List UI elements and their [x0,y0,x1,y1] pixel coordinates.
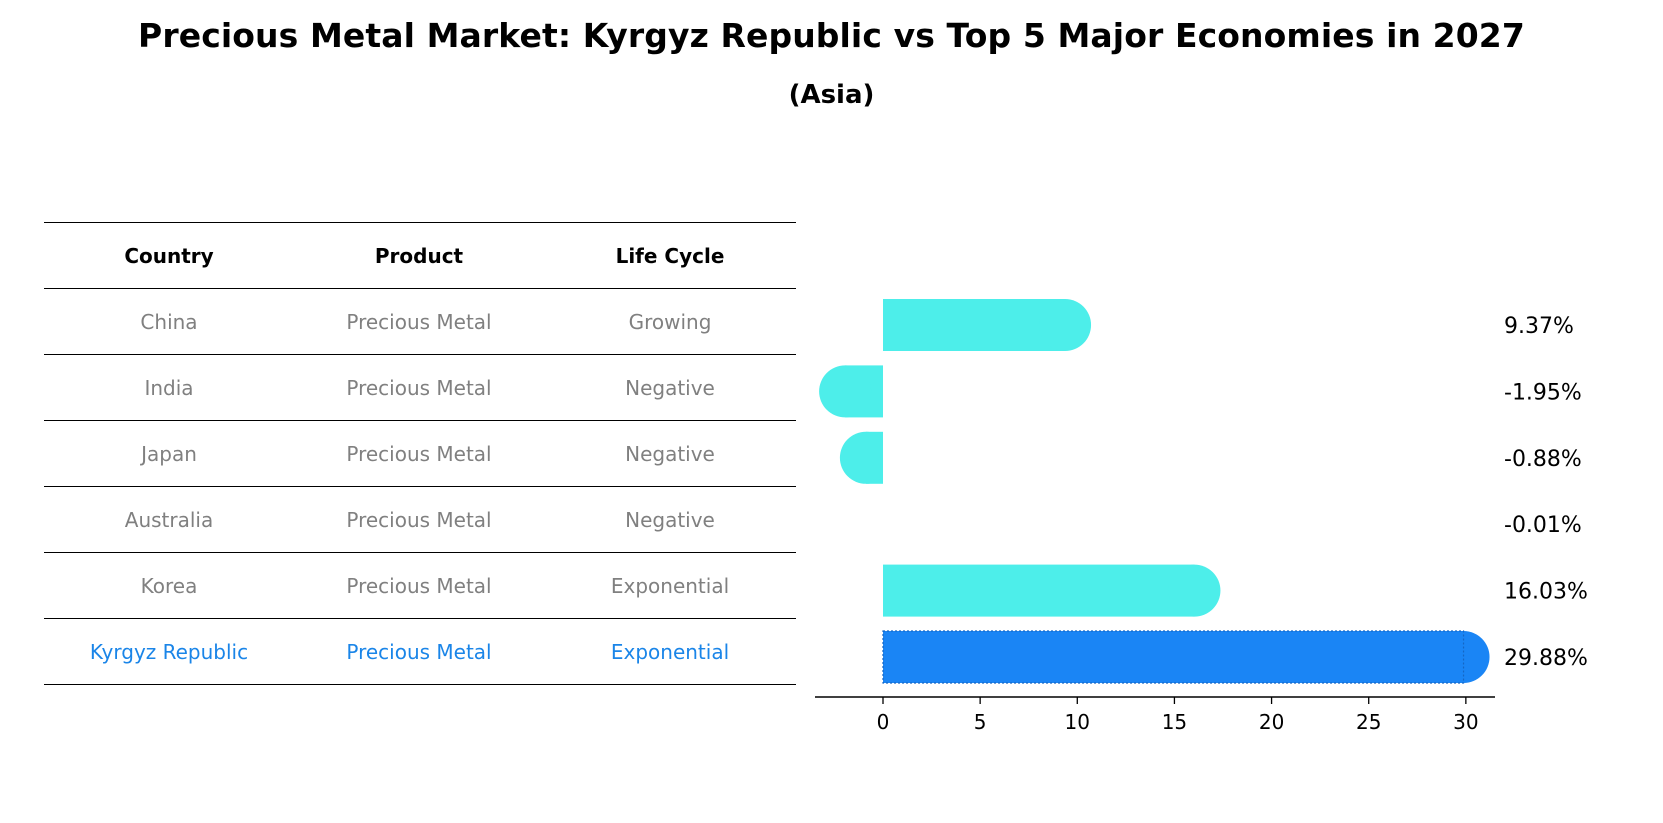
cell-product: Precious Metal [346,309,492,334]
cell-life-cycle: Negative [625,375,715,400]
comparison-table: Country Product Life Cycle China Preciou… [44,222,796,685]
table-row: Australia Precious Metal Negative [44,486,796,552]
cell-product: Precious Metal [346,639,492,664]
table-row: Japan Precious Metal Negative [44,420,796,486]
cell-country: Korea [140,573,198,598]
value-label: -0.01% [1504,513,1582,538]
cell-country: Kyrgyz Republic [89,639,249,664]
value-label: 16.03% [1504,580,1588,605]
table-row-highlight: Kyrgyz Republic Precious Metal Exponenti… [44,618,796,685]
cell-life-cycle: Negative [625,507,715,532]
x-tick-label: 30 [1453,710,1478,734]
cell-life-cycle: Growing [628,309,712,334]
chart-subtitle: (Asia) [788,80,875,110]
cell-country: India [144,375,194,400]
cell-life-cycle: Exponential [610,573,730,598]
table-header-row: Country Product Life Cycle [44,222,796,288]
header-country: Country [124,243,214,268]
value-label: -0.88% [1504,447,1582,472]
bar-korea [883,564,1221,617]
table-row: India Precious Metal Negative [44,354,796,420]
header-life-cycle: Life Cycle [615,243,725,268]
cell-life-cycle: Exponential [610,639,730,664]
bar-china [883,299,1092,351]
header-product: Product [374,243,464,268]
x-tick-label: 0 [877,710,890,734]
cell-product: Precious Metal [346,573,492,598]
bar-japan [839,431,883,484]
x-tick-label: 25 [1356,710,1381,734]
cell-product: Precious Metal [346,507,492,532]
bar-kyrgyz-republic [882,630,1490,684]
cell-product: Precious Metal [346,441,492,466]
cell-country: China [140,309,198,334]
table-row: Korea Precious Metal Exponential [44,552,796,618]
cell-country: Australia [124,507,214,532]
value-label: -1.95% [1504,380,1582,405]
cell-country: Japan [141,441,197,466]
cell-product: Precious Metal [346,375,492,400]
chart-title: Precious Metal Market: Kyrgyz Republic v… [138,16,1525,55]
x-tick-label: 20 [1259,710,1284,734]
x-tick-label: 5 [974,710,987,734]
table-row: China Precious Metal Growing [44,288,796,354]
value-label: 9.37% [1504,314,1574,339]
x-tick-label: 15 [1162,710,1187,734]
bar-india [819,365,883,418]
cell-life-cycle: Negative [625,441,715,466]
value-label: 29.88% [1504,646,1588,671]
x-tick-label: 10 [1065,710,1090,734]
